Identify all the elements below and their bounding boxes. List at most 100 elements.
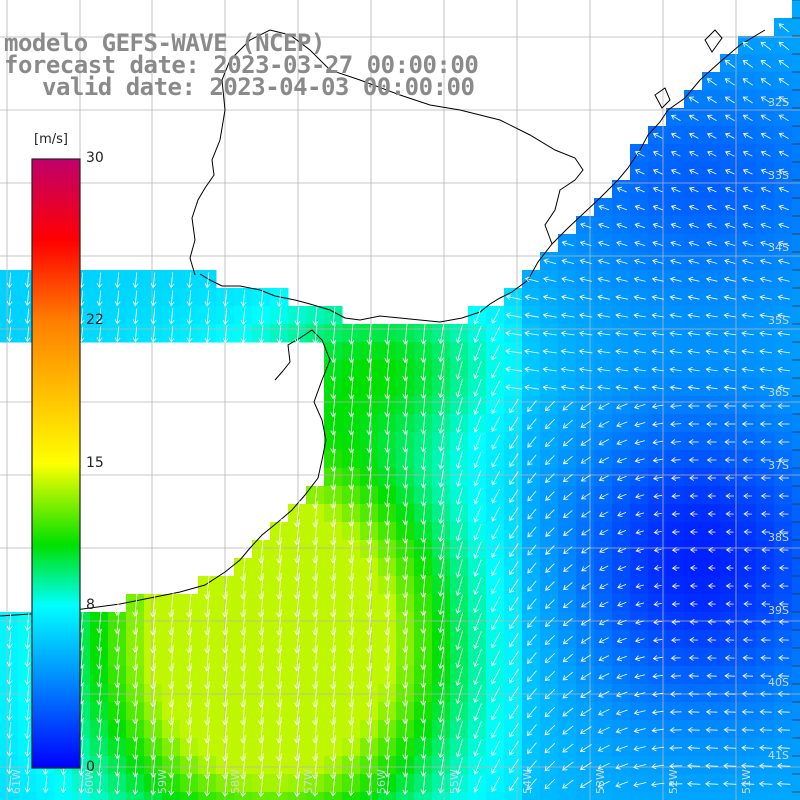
wind-arrow: [114, 774, 121, 795]
wind-arrow: [505, 294, 522, 301]
wind-cell: [738, 216, 757, 235]
wind-cell: [576, 288, 595, 307]
wind-arrow: [473, 415, 482, 433]
wind-arrow: [686, 780, 701, 787]
wind-cell: [450, 414, 469, 433]
wind-arrow: [24, 757, 31, 775]
wind-arrow: [761, 583, 771, 589]
wind-cell: [270, 684, 289, 703]
wind-arrow: [150, 773, 157, 796]
wind-arrow: [742, 673, 754, 679]
wind-cell: [378, 738, 397, 757]
wind-arrow: [689, 565, 698, 571]
wind-cell: [540, 468, 559, 487]
wind-arrow: [455, 451, 463, 470]
wind-cell: [774, 576, 793, 595]
wind-cell: [558, 594, 577, 613]
wind-cell: [522, 450, 541, 469]
wind-cell: [468, 774, 487, 793]
wind-arrow: [580, 510, 591, 518]
wind-cell: [594, 378, 613, 397]
wind-cell: [756, 432, 775, 451]
wind-cell: [54, 792, 73, 800]
wind-cell: [666, 558, 685, 577]
wind-cell: [414, 450, 433, 469]
wind-cell: [486, 792, 505, 800]
wind-cell: [612, 414, 631, 433]
wind-arrow: [96, 738, 103, 759]
wind-cell: [270, 702, 289, 721]
wind-cell: [774, 630, 793, 649]
wind-arrow: [6, 776, 13, 793]
wind-arrow: [705, 312, 718, 319]
wind-cell: [558, 684, 577, 703]
wind-arrow: [402, 413, 409, 435]
wind-arrow: [688, 114, 699, 121]
wind-arrow: [778, 132, 789, 139]
wind-arrow: [560, 384, 575, 391]
wind-arrow: [491, 650, 501, 667]
wind-arrow: [579, 726, 592, 734]
wind-cell: [396, 648, 415, 667]
wind-cell: [90, 684, 109, 703]
wind-cell: [468, 450, 487, 469]
wind-arrow: [778, 186, 789, 193]
wind-arrow: [617, 493, 627, 500]
wind-cell: [324, 432, 343, 451]
wind-cell: [756, 378, 775, 397]
wind-cell: [576, 306, 595, 325]
wind-arrow: [652, 691, 664, 698]
wind-cell: [306, 630, 325, 649]
wind-cell: [270, 738, 289, 757]
wind-arrow: [580, 600, 591, 608]
wind-arrow: [542, 294, 557, 301]
wind-arrow: [758, 780, 773, 787]
wind-cell: [576, 558, 595, 577]
wind-arrow: [222, 290, 229, 307]
wind-arrow: [725, 601, 734, 607]
wind-cell: [504, 738, 523, 757]
wind-arrow: [777, 294, 790, 301]
wind-cell: [360, 378, 379, 397]
wind-arrow: [473, 397, 482, 415]
wind-cell: [684, 342, 703, 361]
wind-cell: [774, 216, 793, 235]
wind-cell: [0, 630, 19, 649]
wind-cell: [738, 540, 757, 559]
wind-cell: [414, 576, 433, 595]
wind-cell: [774, 774, 793, 793]
wind-cell: [414, 468, 433, 487]
wind-cell: [504, 558, 523, 577]
wind-cell: [702, 540, 721, 559]
wind-arrow: [473, 685, 482, 704]
wind-arrow: [437, 647, 445, 670]
wind-arrow: [777, 330, 791, 337]
wind-cell: [450, 486, 469, 505]
wind-cell: [612, 216, 631, 235]
wind-cell: [126, 306, 145, 325]
wind-arrow: [509, 417, 519, 432]
wind-cell: [432, 594, 451, 613]
wind-arrow: [580, 618, 591, 626]
wind-cell: [306, 666, 325, 685]
wind-arrow: [634, 637, 645, 644]
wind-arrow: [671, 547, 680, 553]
wind-cell: [0, 756, 19, 775]
wind-arrow: [778, 59, 790, 68]
wind-arrow: [777, 366, 791, 373]
wind-cell: [540, 486, 559, 505]
wind-cell: [594, 702, 613, 721]
wind-cell: [720, 342, 739, 361]
wind-cell: [576, 720, 595, 739]
wind-cell: [504, 594, 523, 613]
wind-cell: [324, 720, 343, 739]
wind-arrow: [724, 421, 736, 427]
wind-arrow: [491, 776, 501, 792]
wind-cell: [522, 270, 541, 289]
wind-arrow: [545, 527, 555, 537]
wind-cell: [468, 792, 487, 800]
wind-cell: [738, 720, 757, 739]
wind-cell: [594, 468, 613, 487]
wind-cell: [612, 666, 631, 685]
wind-cell: [558, 702, 577, 721]
